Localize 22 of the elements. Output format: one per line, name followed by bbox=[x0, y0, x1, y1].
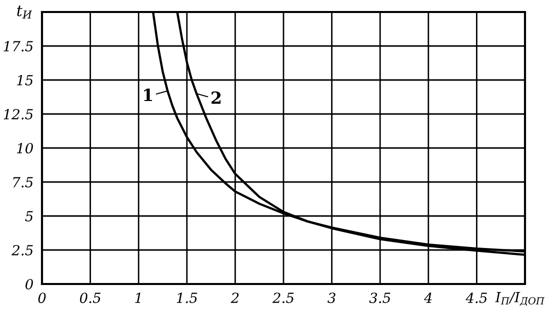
x-tick-label: 4.5 bbox=[466, 292, 487, 304]
x-tick-label: 3 bbox=[328, 292, 336, 304]
y-tick-label: 10 bbox=[16, 142, 33, 154]
annotation: 2 bbox=[212, 91, 221, 104]
y-tick-label: 0 bbox=[26, 278, 33, 290]
y-axis-title: t$_{И}$ bbox=[17, 6, 32, 18]
annotation: 1 bbox=[144, 88, 152, 102]
x-tick-label: 2 bbox=[230, 292, 239, 303]
x-tick-label: 2.5 bbox=[272, 292, 294, 304]
x-tick-label: 0.5 bbox=[80, 292, 100, 304]
y-tick-label: 7.5 bbox=[13, 177, 33, 188]
y-tick-label: 2.5 bbox=[12, 244, 33, 256]
y-tick-label: 15 bbox=[16, 74, 33, 86]
x-tick-label: 1 bbox=[135, 292, 140, 303]
x-axis-title: I$_{П}$/I$_{ДОП}$ bbox=[495, 292, 545, 306]
x-tick-label: 1.5 bbox=[176, 292, 198, 304]
y-tick-label: 12.5 bbox=[4, 108, 33, 120]
y-tick-label: 17.5 bbox=[4, 40, 33, 52]
x-tick-label: 4 bbox=[424, 292, 432, 303]
x-tick-label: 3.5 bbox=[369, 292, 390, 304]
y-tick-label: 5 bbox=[25, 211, 33, 222]
x-tick-label: 0 bbox=[38, 292, 46, 304]
